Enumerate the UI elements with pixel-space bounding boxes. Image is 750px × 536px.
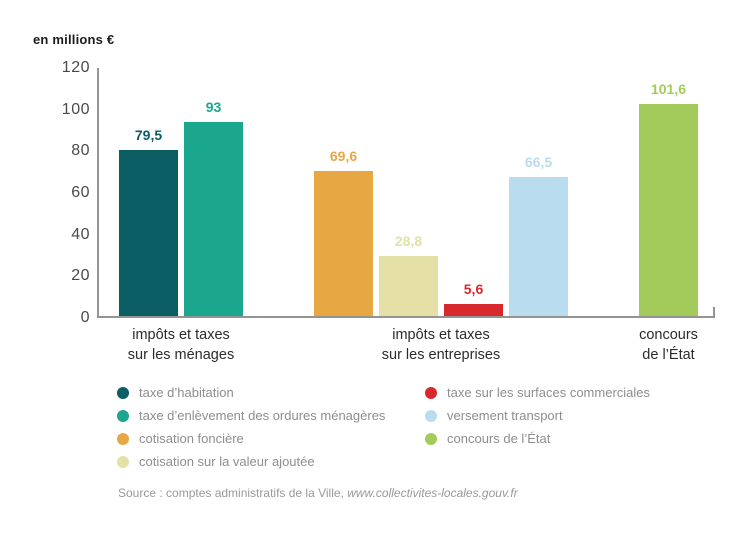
x-axis-end-tick xyxy=(713,307,715,316)
legend-item: versement transport xyxy=(425,404,650,427)
legend-label: taxe d’enlèvement des ordures ménagères xyxy=(139,408,386,423)
legend-swatch-icon xyxy=(117,409,129,422)
legend-item: taxe d’enlèvement des ordures ménagères xyxy=(117,404,385,427)
bar-taxe-d-habitation xyxy=(119,150,178,316)
y-axis-tick-labels: 0 20 40 60 80 100 120 xyxy=(40,59,90,326)
y-tick-label: 120 xyxy=(61,59,90,76)
legend-label: versement transport xyxy=(447,408,563,423)
legend-item: cotisation foncière xyxy=(117,427,385,450)
y-tick-label: 80 xyxy=(71,142,90,160)
x-axis-group-label: concours de l’État xyxy=(639,326,698,365)
source-text: Source : comptes administratifs de la Vi… xyxy=(118,486,348,500)
x-axis-group-label-line: impôts et taxes xyxy=(132,327,230,343)
legend-swatch-icon xyxy=(117,455,129,468)
legend-swatch-icon xyxy=(425,409,437,422)
bar-value-label: 28,8 xyxy=(394,233,423,249)
bar-value-label: 66,5 xyxy=(524,154,553,171)
bar-cotisation-fonci-re xyxy=(314,171,373,316)
y-tick-label: 60 xyxy=(71,184,90,201)
y-tick-label: 40 xyxy=(71,225,90,243)
legend-column: taxe sur les surfaces commerciales versem… xyxy=(425,381,650,450)
legend-label: concours de l’État xyxy=(447,431,551,446)
legend-item: taxe d’habitation xyxy=(117,381,385,404)
legend-swatch-icon xyxy=(425,386,437,399)
x-axis-group-label: impôts et taxes sur les ménages xyxy=(128,326,234,365)
legend-swatch-icon xyxy=(117,386,129,399)
x-axis-group-label-line: impôts et taxes xyxy=(392,327,490,343)
bar-value-label: 93 xyxy=(205,99,222,116)
y-tick-label: 100 xyxy=(61,100,90,118)
bar-value-label: 5,6 xyxy=(463,281,484,298)
x-axis-group-label-line: sur les ménages xyxy=(127,346,235,363)
bar-taxe-d-enl-vement-des-ordures-m-nag-res xyxy=(184,122,243,316)
legend-label: cotisation foncière xyxy=(139,431,244,446)
x-axis-group-label-line: sur les entreprises xyxy=(381,346,501,363)
plot-area: 79,5 93 impôts et taxes sur les ménages 69,6… xyxy=(97,68,715,363)
legend-column: taxe d’habitation taxe d’enlèvement des o… xyxy=(117,381,385,473)
bar-value-label: 69,6 xyxy=(329,148,358,164)
bar-taxe-sur-les-surfaces-commerciales xyxy=(444,304,503,316)
legend-label: taxe d’habitation xyxy=(139,385,234,400)
source-caption: Source : comptes administratifs de la Vi… xyxy=(118,486,518,500)
bar-cotisation-sur-la-valeur-ajout-e xyxy=(379,256,438,316)
bar-versement-transport xyxy=(509,177,568,316)
source-url: www.collectivites-locales.gouv.fr xyxy=(347,486,518,500)
x-axis-group-label: impôts et taxes sur les entreprises xyxy=(382,326,500,365)
legend-label: taxe sur les surfaces commerciales xyxy=(447,385,651,400)
legend-swatch-icon xyxy=(425,432,437,445)
legend-item: concours de l’État xyxy=(425,427,650,450)
y-axis-unit-label: en millions € xyxy=(33,32,115,47)
x-axis-group-label-line: concours xyxy=(639,327,698,343)
bar-concours-de-l-tat xyxy=(639,104,698,316)
legend-label: cotisation sur la valeur ajoutée xyxy=(139,454,315,469)
bar-value-label: 101,6 xyxy=(650,81,687,98)
y-tick-label: 0 xyxy=(80,309,90,326)
legend-item: cotisation sur la valeur ajoutée xyxy=(117,450,385,473)
bar-value-label: 79,5 xyxy=(134,127,163,144)
y-tick-label: 20 xyxy=(71,267,90,285)
legend-item: taxe sur les surfaces commerciales xyxy=(425,381,650,404)
legend-swatch-icon xyxy=(117,432,129,445)
x-axis-group-label-line: de l’État xyxy=(642,346,695,363)
